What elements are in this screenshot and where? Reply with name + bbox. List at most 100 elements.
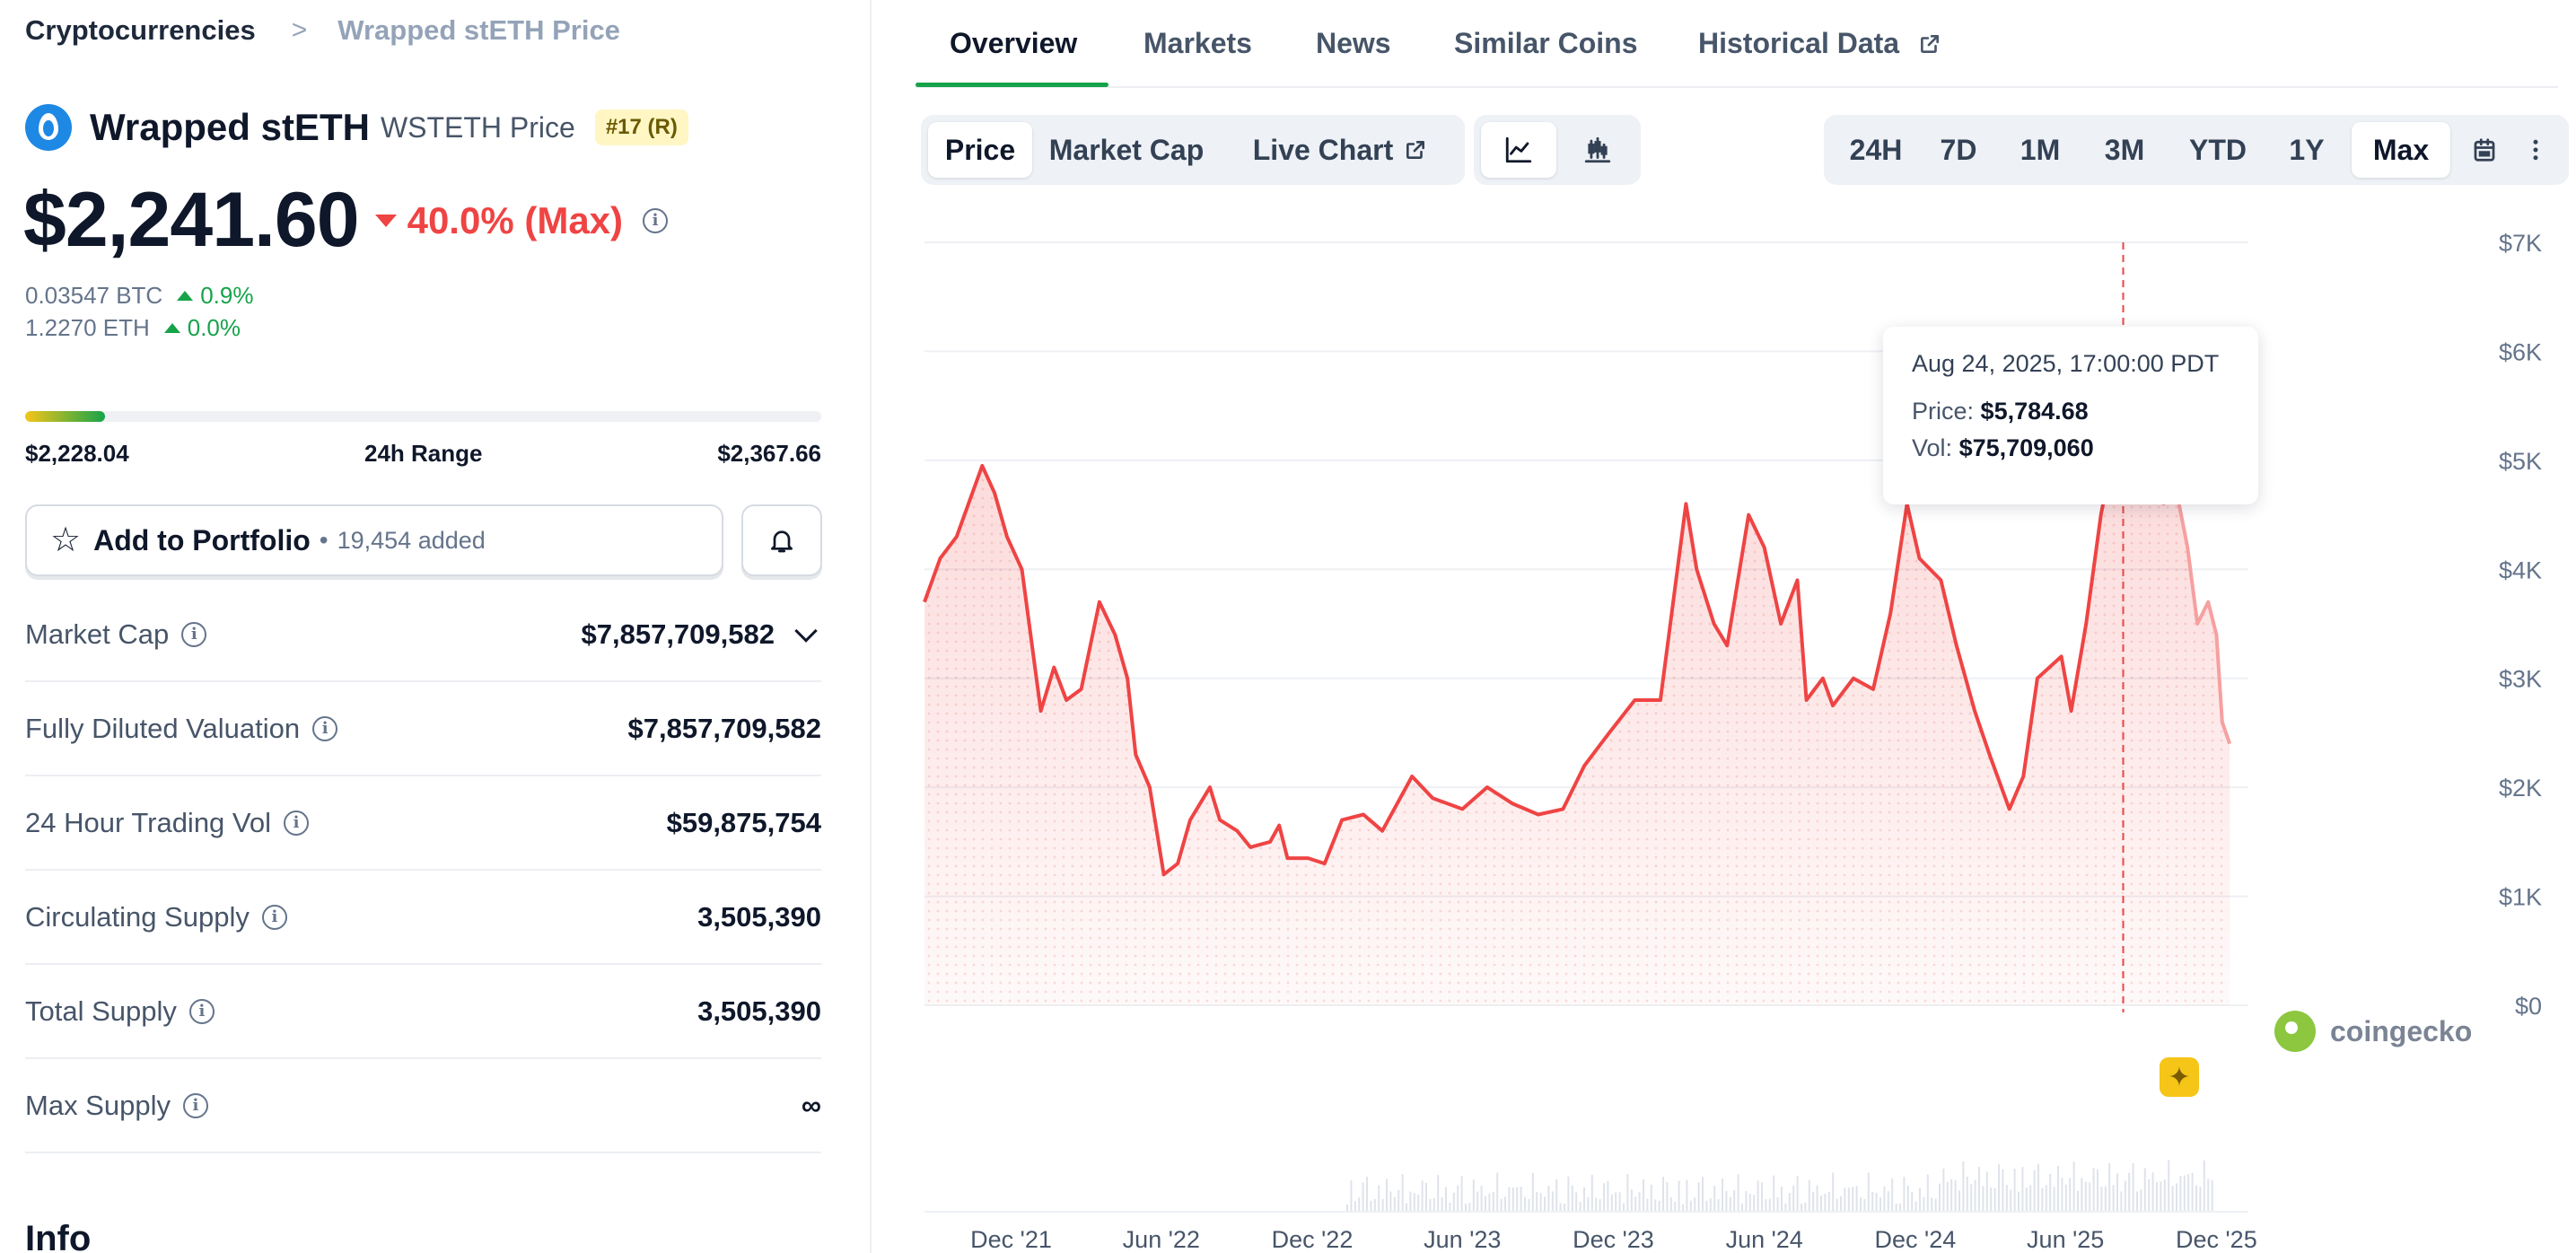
stat-row-24h-volume: 24 Hour Trading Vol $59,875,754 (25, 776, 821, 871)
tab-historical-data-label: Historical Data (1698, 27, 1900, 59)
watermark-text: coingecko (2330, 1014, 2473, 1047)
volume-bar (2156, 1182, 2158, 1212)
volume-bar (1544, 1196, 1546, 1212)
caret-up-icon (177, 291, 194, 301)
price-alert-button[interactable] (741, 504, 822, 576)
chevron-down-icon[interactable] (794, 618, 818, 643)
volume-bar (1836, 1198, 1838, 1212)
tab-news[interactable]: News (1316, 27, 1391, 59)
info-icon[interactable] (312, 715, 338, 741)
volume-bar (1733, 1190, 1736, 1212)
volume-bar (2010, 1189, 2012, 1212)
volume-bar (1982, 1186, 1985, 1212)
stat-row-total-supply: Total Supply 3,505,390 (25, 965, 821, 1059)
volume-bar (1946, 1181, 1949, 1212)
info-icon[interactable] (188, 998, 215, 1024)
volume-bar (2128, 1172, 2131, 1212)
eth-conversion: 1.2270 ETH 0.0% (25, 314, 241, 342)
volume-bar (1610, 1194, 1613, 1212)
volume-bar (2124, 1180, 2126, 1212)
info-icon[interactable] (182, 1092, 208, 1118)
range-1y[interactable]: 1Y (2289, 133, 2325, 166)
range-3m[interactable]: 3M (2104, 133, 2145, 166)
add-to-portfolio-button[interactable]: ☆ Add to Portfolio • 19,454 added (25, 504, 723, 576)
volume-bar (1784, 1203, 1787, 1212)
x-tick-label: Jun '25 (2027, 1226, 2104, 1253)
volume-bar (2140, 1189, 2142, 1212)
volume-bar (1844, 1187, 1846, 1212)
volume-bar (1768, 1198, 1771, 1212)
volume-bar (1761, 1182, 1763, 1212)
chart-type-market-cap[interactable]: Market Cap (1048, 133, 1205, 166)
volume-bar (1781, 1187, 1783, 1212)
volume-bar (1816, 1185, 1818, 1212)
tab-overview[interactable]: Overview (950, 27, 1078, 59)
x-tick-label: Dec '22 (1272, 1226, 1354, 1253)
info-icon[interactable] (284, 810, 310, 836)
range-24h[interactable]: 24H (1849, 133, 1903, 166)
volume-bar (2199, 1187, 2202, 1212)
candlestick-chart-button[interactable] (1562, 122, 1634, 178)
volume-bar (1583, 1187, 1585, 1212)
volume-bar (1808, 1179, 1810, 1212)
chart-type-live-chart[interactable]: Live Chart (1222, 122, 1458, 178)
volume-bar (1788, 1193, 1791, 1212)
volume-bar (2037, 1163, 2039, 1212)
volume-bar (1615, 1192, 1617, 1212)
external-link-icon (1406, 141, 1425, 159)
price-chart[interactable]: $0$1K$2K$3K$4K$5K$6K$7K Dec '21 Jun '22 De… (916, 224, 2576, 1253)
x-tick-label: Jun '23 (1424, 1226, 1501, 1253)
volume-bar (1485, 1196, 1486, 1212)
volume-bar (1725, 1190, 1728, 1212)
sparkle-event-icon[interactable]: ✦ (2160, 1057, 2199, 1097)
volume-bar (1401, 1174, 1404, 1212)
date-picker-button[interactable] (2459, 122, 2510, 178)
portfolio-added-count: 19,454 added (337, 526, 486, 554)
volume-bar (1346, 1205, 1348, 1212)
range-max[interactable]: Max (2352, 122, 2450, 178)
volume-bar (2033, 1170, 2036, 1212)
x-tick-label: Dec '21 (970, 1226, 1052, 1253)
line-chart-button[interactable] (1481, 122, 1556, 178)
volume-bar (1899, 1203, 1901, 1212)
volume-bar (1737, 1174, 1739, 1212)
range-ytd[interactable]: YTD (2189, 133, 2247, 166)
info-icon[interactable] (181, 621, 207, 647)
info-icon[interactable] (261, 904, 287, 930)
volume-bar (1860, 1197, 1862, 1212)
range-label: 24h Range (364, 440, 483, 467)
volume-bar (1579, 1202, 1582, 1212)
volume-bar (1879, 1197, 1881, 1212)
volume-bar (1567, 1176, 1570, 1212)
volume-bar (1500, 1198, 1503, 1212)
stat-row-max-supply: Max Supply ∞ (25, 1059, 821, 1153)
volume-bar (1417, 1195, 1420, 1212)
range-7d[interactable]: 7D (1940, 133, 1977, 166)
volume-bar (1429, 1198, 1432, 1212)
range-1m[interactable]: 1M (2020, 133, 2061, 166)
volume-bar (1887, 1191, 1889, 1212)
tab-similar-coins[interactable]: Similar Coins (1454, 27, 1638, 59)
tab-markets[interactable]: Markets (1143, 27, 1252, 59)
volume-bar (1827, 1191, 1830, 1212)
stat-label: Circulating Supply (25, 900, 250, 933)
stat-label: 24 Hour Trading Vol (25, 806, 272, 838)
breadcrumb-cryptocurrencies-link[interactable]: Cryptocurrencies (25, 14, 256, 46)
volume-bar (1709, 1198, 1712, 1212)
info-icon[interactable] (643, 207, 669, 233)
volume-bar (1950, 1179, 1953, 1212)
volume-bar (1840, 1196, 1842, 1212)
chart-type-price[interactable]: Price (928, 122, 1032, 178)
eth-change: 0.0% (187, 314, 241, 341)
info-heading: Info (25, 1219, 92, 1253)
volume-bar (2104, 1186, 2107, 1212)
tab-historical-data[interactable]: Historical Data (1698, 27, 1941, 60)
wsteth-drop-icon (25, 104, 72, 151)
volume-bar (1990, 1187, 1993, 1212)
volume-bar (1531, 1172, 1534, 1212)
volume-bar (1465, 1204, 1467, 1212)
volume-bar (1638, 1192, 1641, 1212)
volume-bar (2191, 1172, 2194, 1212)
more-options-button[interactable] (2513, 122, 2558, 178)
star-icon: ☆ (50, 521, 82, 559)
